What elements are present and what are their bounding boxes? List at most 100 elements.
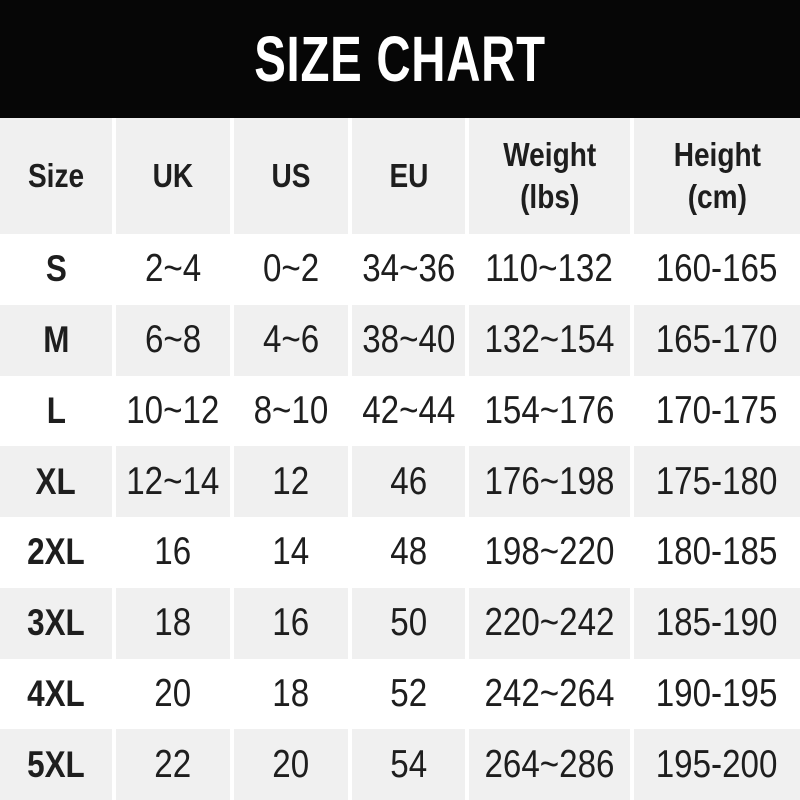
cell-eu: 38~40 <box>348 304 465 376</box>
cell-height-cm: 195-200 <box>630 729 800 800</box>
column-header-label: Size <box>27 156 85 194</box>
cell-value: 18 <box>154 601 192 645</box>
cell-value: L <box>46 389 66 431</box>
cell-value: 14 <box>272 530 310 574</box>
cell-value: 10~12 <box>126 388 220 432</box>
cell-value: 22 <box>154 742 192 786</box>
page-title: SIZE CHART <box>254 23 546 95</box>
cell-value: 2~4 <box>144 247 202 291</box>
cell-value: 38~40 <box>361 318 456 362</box>
cell-value: 16 <box>272 601 310 645</box>
cell-value: 42~44 <box>361 388 456 432</box>
cell-size: M <box>0 305 112 376</box>
cell-value: 180-185 <box>656 530 778 574</box>
table-row-5xl: 5XL 22 20 54 264~286 195-200 <box>0 729 800 800</box>
table-row-s: S 2~4 0~2 34~36 110~132 160-165 <box>0 234 800 305</box>
cell-eu: 50 <box>348 587 465 659</box>
cell-value: 132~154 <box>484 318 615 362</box>
cell-uk: 10~12 <box>112 375 230 447</box>
cell-us: 14 <box>230 517 348 588</box>
cell-value: 185-190 <box>656 601 778 645</box>
cell-value: 190-195 <box>656 671 778 715</box>
cell-value: 242~264 <box>484 671 615 715</box>
cell-height-cm: 185-190 <box>630 587 800 659</box>
cell-value: 170-175 <box>656 388 778 432</box>
table-row-xl: XL 12~14 12 46 176~198 175-180 <box>0 446 800 517</box>
cell-value: 54 <box>390 742 427 786</box>
column-header-label: Height (cm) <box>673 135 761 215</box>
cell-value: 176~198 <box>484 459 615 503</box>
cell-weight-lbs: 176~198 <box>465 446 630 517</box>
table-row-4xl: 4XL 20 18 52 242~264 190-195 <box>0 658 800 730</box>
cell-size: 4XL <box>0 659 112 730</box>
cell-us: 8~10 <box>230 375 348 447</box>
cell-size: XL <box>0 446 112 517</box>
cell-weight-lbs: 242~264 <box>465 658 630 730</box>
cell-value: 0~2 <box>262 247 320 291</box>
cell-value: 5XL <box>27 743 85 785</box>
cell-eu: 52 <box>348 658 465 730</box>
cell-weight-lbs: 132~154 <box>465 304 630 376</box>
cell-us: 0~2 <box>230 234 348 305</box>
cell-value: 110~132 <box>485 247 614 291</box>
cell-value: 12 <box>272 459 310 503</box>
cell-us: 16 <box>230 587 348 659</box>
cell-weight-lbs: 264~286 <box>465 729 630 800</box>
column-header-size: Size <box>0 118 112 234</box>
column-header-label: US <box>271 156 311 194</box>
cell-value: 20 <box>154 671 192 715</box>
column-header-label: Weight (lbs) <box>503 135 596 215</box>
cell-value: 154~176 <box>484 388 615 432</box>
cell-value: XL <box>35 460 77 502</box>
cell-uk: 22 <box>112 729 230 800</box>
cell-value: 12~14 <box>126 459 220 503</box>
cell-size: S <box>0 234 112 305</box>
cell-uk: 20 <box>112 658 230 730</box>
cell-value: 48 <box>390 530 427 574</box>
cell-value: 6~8 <box>144 318 202 362</box>
cell-weight-lbs: 220~242 <box>465 587 630 659</box>
cell-value: 160-165 <box>656 247 778 291</box>
cell-value: 4~6 <box>262 318 320 362</box>
column-header-label: EU <box>389 156 428 194</box>
cell-eu: 48 <box>348 517 465 588</box>
cell-uk: 16 <box>112 517 230 588</box>
cell-size: 5XL <box>0 729 112 800</box>
cell-uk: 18 <box>112 587 230 659</box>
cell-value: 4XL <box>27 672 85 714</box>
cell-value: 50 <box>390 601 427 645</box>
cell-value: M <box>42 319 70 361</box>
cell-eu: 34~36 <box>348 234 465 305</box>
cell-value: 175-180 <box>656 459 778 503</box>
cell-size: 3XL <box>0 588 112 659</box>
cell-value: 198~220 <box>484 530 615 574</box>
cell-value: 18 <box>272 671 310 715</box>
cell-eu: 54 <box>348 729 465 800</box>
cell-value: S <box>45 248 67 290</box>
cell-size: 2XL <box>0 517 112 588</box>
cell-value: 34~36 <box>361 247 456 291</box>
cell-uk: 12~14 <box>112 446 230 517</box>
cell-value: 8~10 <box>253 388 329 432</box>
cell-height-cm: 160-165 <box>630 234 800 305</box>
cell-value: 2XL <box>27 531 85 573</box>
cell-uk: 2~4 <box>112 234 230 305</box>
cell-us: 18 <box>230 658 348 730</box>
cell-eu: 46 <box>348 446 465 517</box>
cell-height-cm: 170-175 <box>630 375 800 447</box>
cell-size: L <box>0 376 112 447</box>
table-row-3xl: 3XL 18 16 50 220~242 185-190 <box>0 587 800 659</box>
cell-value: 20 <box>272 742 310 786</box>
cell-us: 12 <box>230 446 348 517</box>
cell-height-cm: 180-185 <box>630 517 800 588</box>
column-header-uk: UK <box>112 118 230 234</box>
cell-value: 195-200 <box>656 742 778 786</box>
column-header-us: US <box>230 118 348 234</box>
cell-height-cm: 165-170 <box>630 304 800 376</box>
cell-value: 165-170 <box>656 318 778 362</box>
title-bar: SIZE CHART <box>0 0 800 118</box>
cell-us: 20 <box>230 729 348 800</box>
cell-value: 46 <box>390 459 427 503</box>
cell-weight-lbs: 154~176 <box>465 375 630 447</box>
